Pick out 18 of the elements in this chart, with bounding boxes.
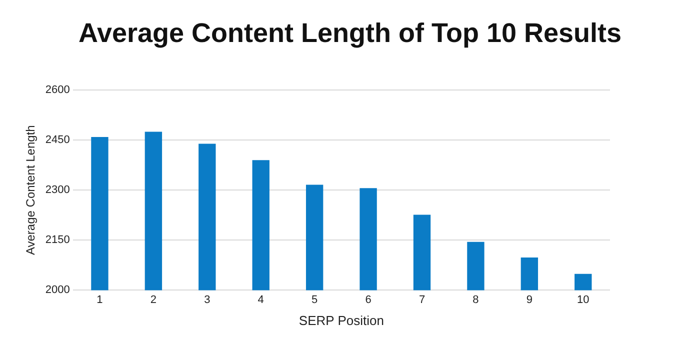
y-tick-label: 2600 [45,84,70,96]
x-tick-label: 5 [312,294,318,306]
x-tick-label: 7 [418,294,426,306]
x-axis-title: SERP Position [298,312,384,328]
x-tick-label: 10 [577,294,590,306]
y-tick-label: 2150 [45,234,70,246]
x-tick-label: 3 [204,294,210,306]
x-tick-label: 9 [526,294,532,306]
y-tick-label: 2300 [45,184,70,196]
x-tick-label: 6 [365,294,372,306]
x-tick-label: 8 [472,294,479,306]
x-tick-label: 2 [150,294,157,306]
x-tick-label: 4 [258,294,264,306]
chart-title: Average Content Length of Top 10 Results [77,18,623,49]
y-axis-title: Average Content Length [24,125,38,256]
y-tick-label: 2450 [45,134,70,146]
x-tick-label: 1 [96,294,103,306]
y-tick-label: 2000 [45,284,70,296]
